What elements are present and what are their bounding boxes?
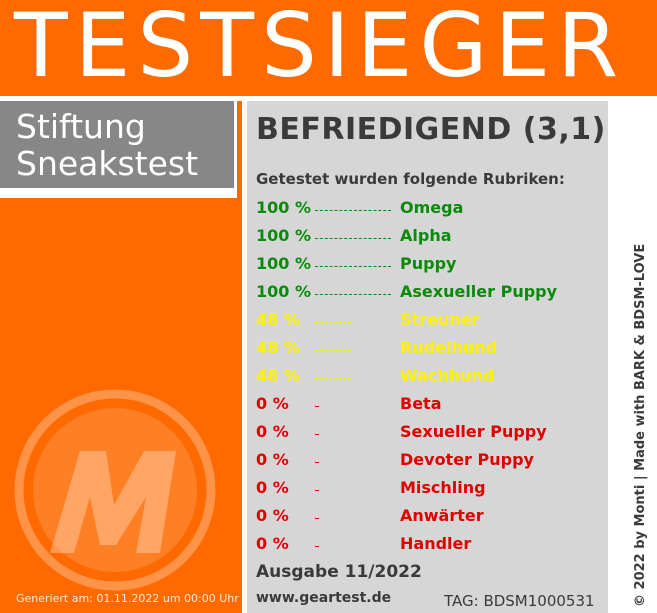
rubric-leader-line [315,406,319,407]
rubric-row: 100 % Alpha [256,226,596,254]
rating-label: BEFRIEDIGEND (3,1) [256,112,606,147]
rubric-leader-line [315,518,319,519]
rubric-leader-line [315,350,351,351]
rubric-name: Devoter Puppy [400,450,534,469]
rubric-row: 0 % Mischling [256,478,596,506]
rubric-name: Wachhund [400,366,495,385]
rubric-percent: 0 % [256,422,289,441]
rubric-name: Alpha [400,226,452,245]
rubric-percent: 48 % [256,310,300,329]
rubric-percent: 48 % [256,366,300,385]
rubric-name: Sexueller Puppy [400,422,547,441]
results-panel [242,101,608,613]
rubric-name: Omega [400,198,464,217]
rubric-leader-line [315,210,391,211]
rubric-percent: 0 % [256,478,289,497]
rubric-row: 100 % Asexueller Puppy [256,282,596,310]
rubric-row: 0 % Anwärter [256,506,596,534]
rubric-leader-line [315,266,391,267]
rubric-name: Asexueller Puppy [400,282,558,301]
brand-line-1: Stiftung [16,107,146,146]
banner: TESTSIEGER [0,0,657,97]
rubric-leader-line [315,434,319,435]
tag-label: TAG: BDSM1000531 [444,592,595,610]
website-url: www.geartest.de [256,590,392,606]
m-logo-icon [14,389,216,591]
brand-line-2: Sneakstest [16,144,199,183]
rubric-name: Beta [400,394,442,413]
banner-title: TESTSIEGER [14,0,626,97]
rubric-row: 0 % Sexueller Puppy [256,422,596,450]
rubric-row: 0 % Handler [256,534,596,562]
rubric-percent: 100 % [256,254,311,273]
rubrics-subtitle: Getestet wurden folgende Rubriken: [256,170,565,188]
copyright-credit: © 2022 by Monti | Made with BARK & BDSM-… [633,243,648,607]
credit-strip [608,101,657,613]
generated-date: Generiert am: 01.11.2022 um 00:00 Uhr [16,592,239,605]
rubric-percent: 0 % [256,394,289,413]
rubric-percent: 48 % [256,338,300,357]
rubric-name: Rudelhund [400,338,498,357]
rubric-leader-line [315,546,319,547]
rubric-percent: 0 % [256,506,289,525]
rubric-percent: 100 % [256,282,311,301]
rubric-row: 0 % Beta [256,394,596,422]
rubric-name: Handler [400,534,472,553]
rubric-row: 0 % Devoter Puppy [256,450,596,478]
rubric-leader-line [315,490,319,491]
rubric-percent: 0 % [256,450,289,469]
divider [0,96,657,101]
rubric-leader-line [315,462,319,463]
brand-box: Stiftung Sneakstest [0,101,237,191]
divider [0,190,237,198]
rubric-row: 48 % Streuner [256,310,596,338]
rubric-row: 100 % Puppy [256,254,596,282]
rubric-leader-line [315,238,391,239]
rubric-name: Puppy [400,254,457,273]
rubric-name: Streuner [400,310,480,329]
rubric-row: 100 % Omega [256,198,596,226]
issue-label: Ausgabe 11/2022 [256,562,422,582]
rubric-name: Anwärter [400,506,484,525]
rubric-percent: 0 % [256,534,289,553]
rubric-leader-line [315,322,351,323]
rubric-leader-line [315,294,391,295]
rubric-leader-line [315,378,351,379]
rubric-percent: 100 % [256,226,311,245]
rubric-row: 48 % Rudelhund [256,338,596,366]
rubric-percent: 100 % [256,198,311,217]
rubric-name: Mischling [400,478,486,497]
rubric-row: 48 % Wachhund [256,366,596,394]
